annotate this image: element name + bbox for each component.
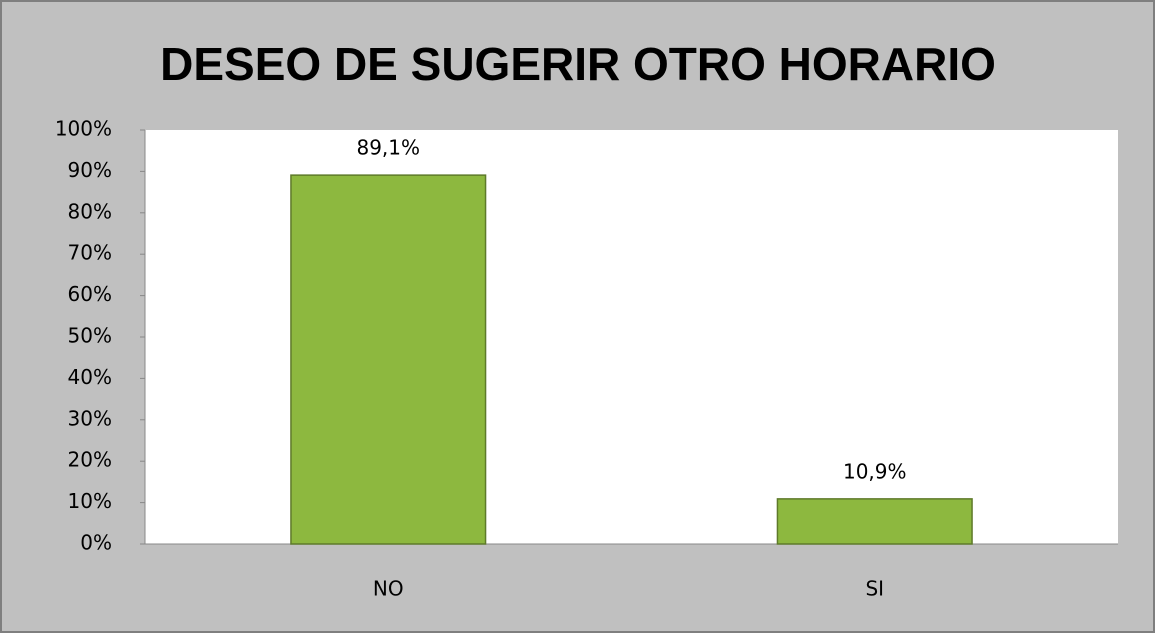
bar [290,174,487,545]
y-tick-label: 80% [68,199,112,223]
bar [776,498,973,545]
y-tick-label: 60% [68,282,112,306]
y-tick-label: 70% [68,241,112,265]
chart-title: DESEO DE SUGERIR OTRO HORARIO [160,38,996,90]
y-tick-label: 30% [68,406,112,430]
y-tick-label: 20% [68,448,112,472]
x-tick-label: NO [373,577,404,601]
y-tick-label: 10% [68,489,112,513]
data-label: 89,1% [356,136,420,160]
x-tick-label: SI [865,577,884,601]
y-tick-label: 50% [68,324,112,348]
y-tick-label: 90% [68,158,112,182]
y-tick-label: 0% [80,531,112,555]
y-tick-label: 40% [68,365,112,389]
y-tick-label: 100% [55,117,112,141]
data-label: 10,9% [843,459,907,483]
